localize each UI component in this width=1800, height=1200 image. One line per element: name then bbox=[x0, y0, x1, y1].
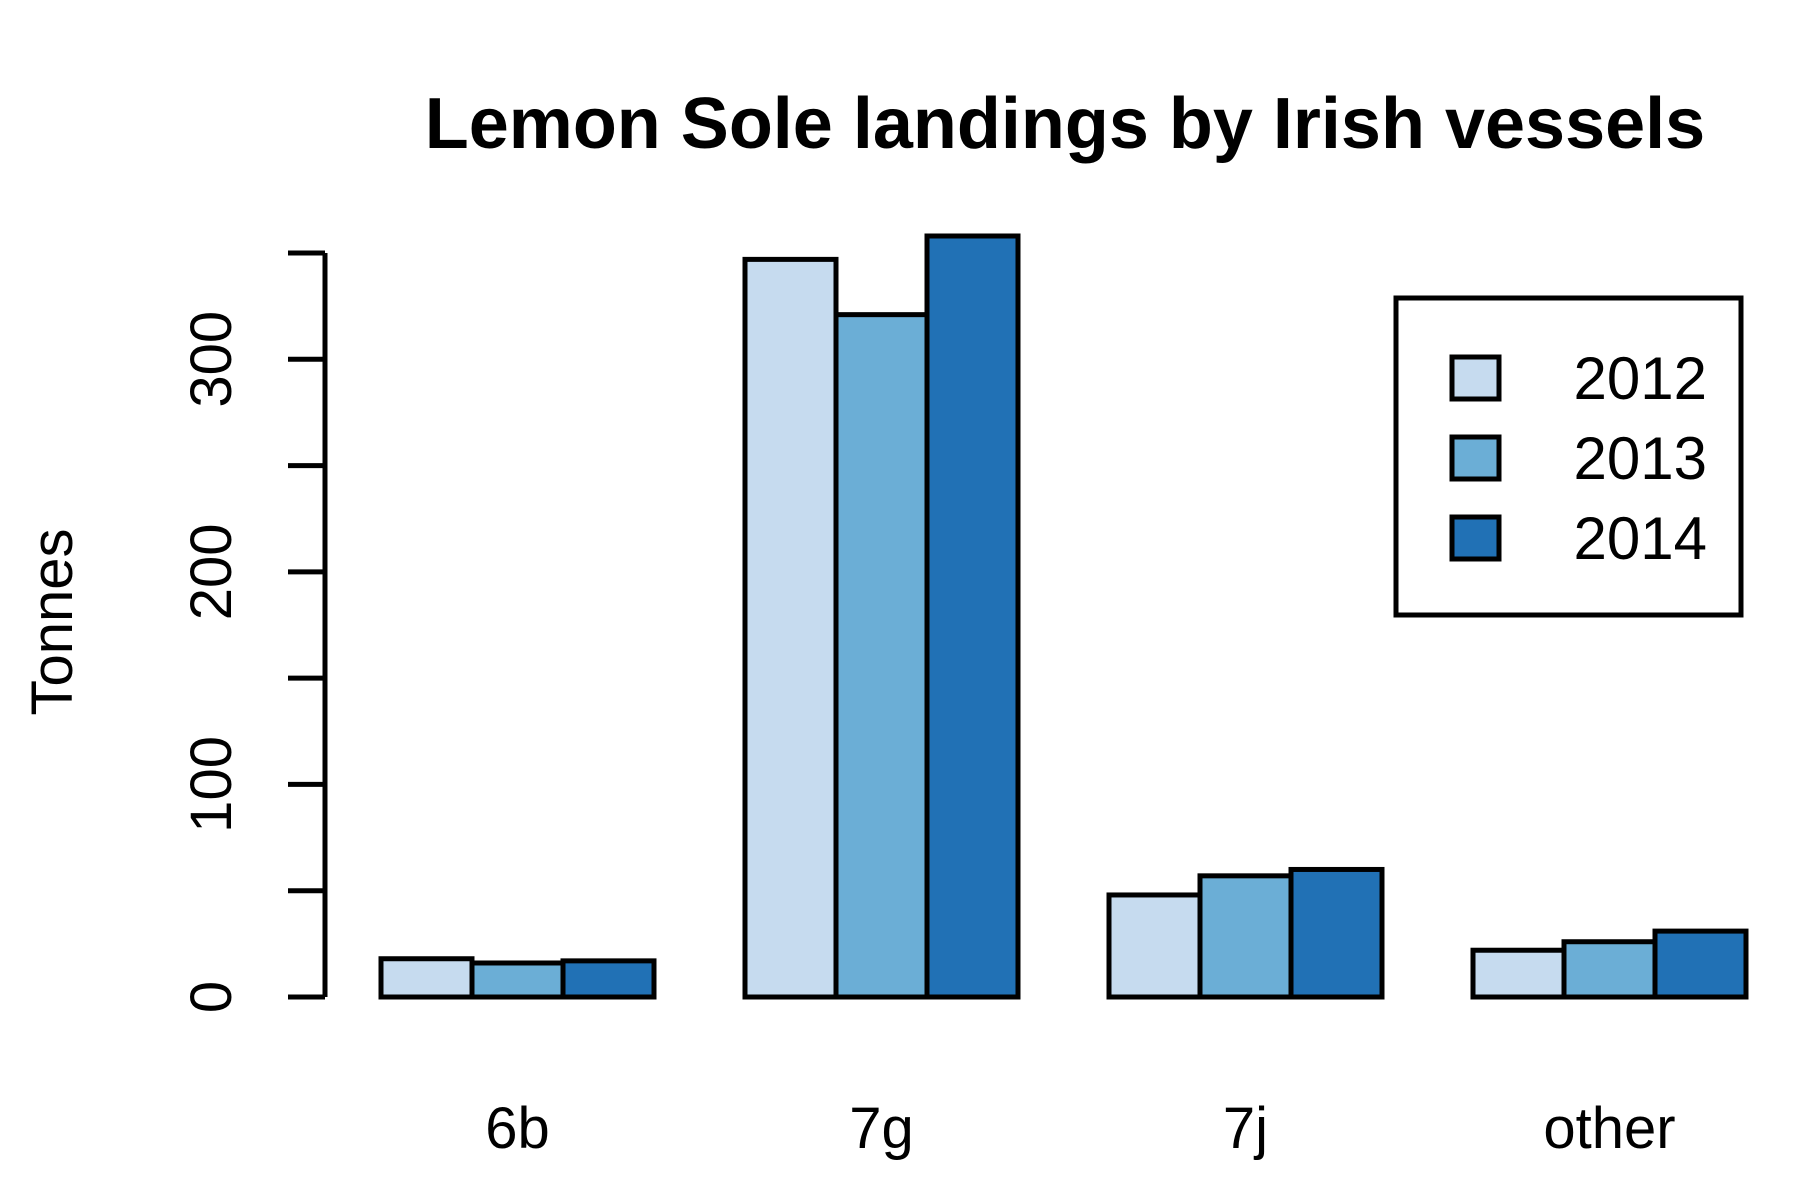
legend-swatch-2013 bbox=[1449, 434, 1502, 482]
y-tick-label: 200 bbox=[179, 523, 244, 620]
bar-6b-2012 bbox=[378, 956, 475, 1000]
y-axis-label: Tonnes bbox=[20, 528, 85, 715]
chart-title: Lemon Sole landings by Irish vessels bbox=[425, 84, 1705, 164]
bar-7g-2014 bbox=[924, 233, 1021, 1000]
x-tick-label: 7j bbox=[1223, 1096, 1268, 1161]
y-tick-label: 100 bbox=[179, 736, 244, 833]
legend-swatch-2014 bbox=[1449, 514, 1502, 562]
y-axis: 0 100 200 300 bbox=[179, 250, 328, 1013]
legend-swatch-2012 bbox=[1449, 354, 1502, 402]
legend: 2012 2013 2014 bbox=[1393, 295, 1744, 618]
bar-6b-2014 bbox=[560, 958, 657, 1000]
bar-7g-2012 bbox=[742, 256, 839, 1000]
x-axis-labels: 6b 7g 7j other bbox=[485, 1096, 1675, 1161]
x-tick-label: 6b bbox=[485, 1096, 550, 1161]
bar-other-2012 bbox=[1470, 947, 1567, 1000]
x-tick-label: 7g bbox=[849, 1096, 914, 1161]
bar-other-2013 bbox=[1561, 939, 1658, 1000]
bars-group bbox=[378, 233, 1749, 1000]
x-tick-label: other bbox=[1543, 1096, 1675, 1161]
y-tick-label: 300 bbox=[179, 311, 244, 408]
bar-7g-2013 bbox=[833, 312, 930, 1000]
legend-label-2012: 2012 bbox=[1574, 345, 1707, 412]
bar-7j-2012 bbox=[1106, 892, 1203, 1000]
legend-label-2013: 2013 bbox=[1574, 425, 1707, 492]
bar-other-2014 bbox=[1652, 928, 1749, 1000]
bar-6b-2013 bbox=[469, 960, 566, 1000]
y-tick-label: 0 bbox=[179, 981, 244, 1013]
bar-7j-2013 bbox=[1197, 873, 1294, 1000]
bar-7j-2014 bbox=[1288, 866, 1385, 1000]
legend-label-2014: 2014 bbox=[1574, 505, 1707, 572]
